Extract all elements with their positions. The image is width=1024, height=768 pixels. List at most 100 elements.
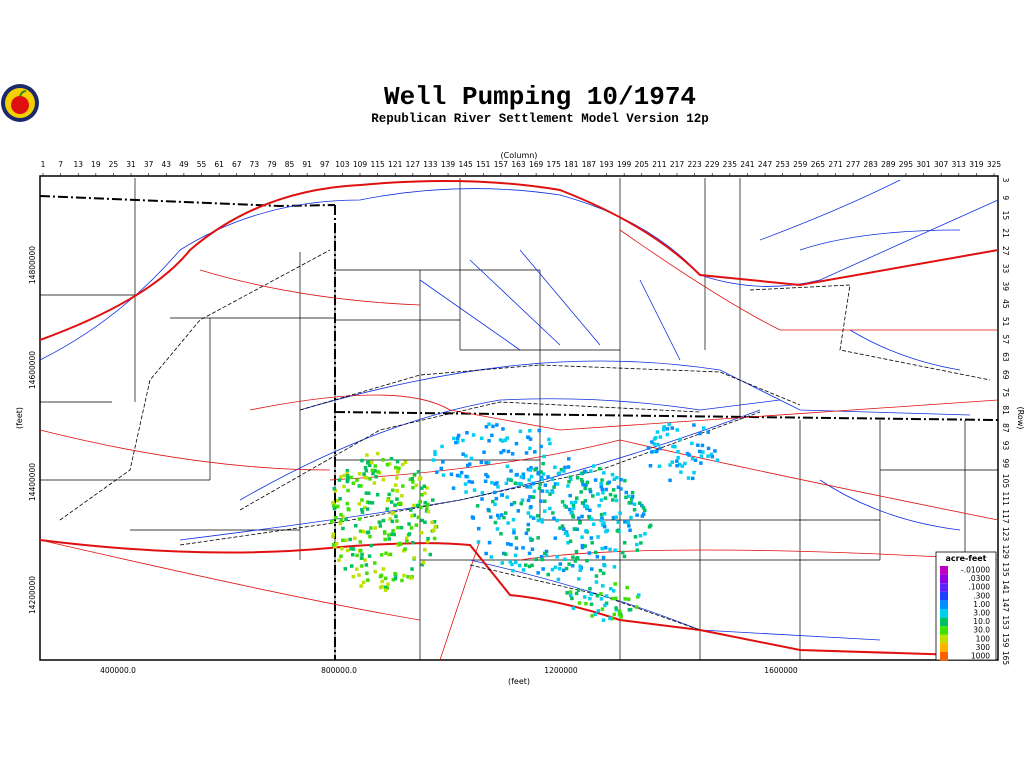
well-cell <box>540 489 545 493</box>
row-tick-label: 123 <box>1001 527 1010 542</box>
column-tick-label: 115 <box>370 160 385 169</box>
well-cell <box>592 522 596 526</box>
column-tick-label: 211 <box>652 160 667 169</box>
well-cell <box>386 498 390 503</box>
legend-label: .300 <box>973 591 990 600</box>
well-cell <box>359 584 363 588</box>
well-cell <box>349 475 353 480</box>
well-cell <box>428 552 432 557</box>
row-tick-label: 9 <box>1001 195 1010 200</box>
well-cell <box>416 515 421 520</box>
well-cell <box>555 555 559 559</box>
well-cell <box>355 567 359 571</box>
well-cell <box>621 550 625 555</box>
well-cell <box>381 477 385 482</box>
well-cell <box>594 550 598 555</box>
well-cell <box>562 527 566 531</box>
column-tick-label: 283 <box>864 160 879 169</box>
well-cell <box>558 562 562 566</box>
well-cell <box>529 466 533 470</box>
well-cell <box>365 453 369 457</box>
well-cell <box>372 481 377 485</box>
well-cell <box>521 546 525 550</box>
well-cell <box>486 508 491 512</box>
well-cell <box>513 481 518 485</box>
well-cell <box>552 516 556 520</box>
well-cell <box>580 471 585 475</box>
well-cell <box>333 488 338 493</box>
well-cell <box>589 536 594 540</box>
row-tick-label: 165 <box>1001 651 1010 666</box>
well-cell <box>410 514 414 518</box>
well-cell <box>656 442 660 447</box>
well-cell <box>530 563 534 568</box>
well-cell <box>506 449 511 454</box>
well-cell <box>578 564 582 568</box>
well-cell <box>665 432 670 437</box>
well-cell <box>571 515 575 519</box>
legend-swatch <box>940 626 948 635</box>
column-tick-label: 31 <box>126 160 136 169</box>
well-cell <box>414 483 419 487</box>
well-cell <box>492 490 497 495</box>
well-cell <box>333 545 337 549</box>
well-cell <box>432 536 437 541</box>
column-tick-label: 199 <box>617 160 632 169</box>
legend-label: 100 <box>976 634 991 643</box>
well-cell <box>499 532 503 536</box>
x-label: 800000.0 <box>321 666 357 675</box>
well-cell <box>610 617 614 621</box>
well-cell <box>490 480 494 485</box>
well-cell <box>529 505 533 509</box>
well-cell <box>431 498 435 502</box>
well-cell <box>363 505 367 510</box>
well-cell <box>619 615 623 619</box>
legend-title: acre-feet <box>946 554 987 563</box>
well-cell <box>470 515 475 519</box>
column-tick-label: 85 <box>285 160 295 169</box>
row-tick-label: 135 <box>1001 562 1010 577</box>
well-cell <box>617 609 622 613</box>
well-cell <box>563 531 568 536</box>
column-tick-label: 133 <box>423 160 438 169</box>
well-cell <box>646 446 651 450</box>
well-cell <box>363 558 367 562</box>
well-cell <box>536 518 541 523</box>
well-cell <box>698 449 702 454</box>
well-cell <box>407 532 412 536</box>
well-cell <box>612 589 616 593</box>
well-cell <box>364 563 369 567</box>
well-cell <box>546 572 550 577</box>
well-cell <box>638 534 643 538</box>
well-cell <box>365 507 370 511</box>
well-cell <box>451 486 456 490</box>
well-cell <box>376 451 380 456</box>
well-cell <box>670 460 674 464</box>
well-cell <box>331 503 336 508</box>
well-cell <box>463 482 468 486</box>
well-cell <box>668 463 672 467</box>
well-cell <box>514 441 519 446</box>
well-cell <box>584 601 588 606</box>
well-cell <box>590 567 594 571</box>
well-cell <box>600 607 605 611</box>
well-cell <box>692 423 696 427</box>
well-cell <box>493 502 497 507</box>
well-cell <box>505 464 510 469</box>
well-cell <box>505 436 509 440</box>
well-cell <box>579 490 583 494</box>
well-cell <box>373 561 377 565</box>
well-cell <box>562 469 566 473</box>
well-cell <box>490 433 494 438</box>
well-cell <box>698 431 702 436</box>
well-cell <box>509 478 513 483</box>
well-cell <box>550 490 555 494</box>
well-cell <box>573 527 577 531</box>
well-cell <box>579 478 584 482</box>
well-cell <box>541 461 545 466</box>
well-cell <box>420 486 424 490</box>
well-cell <box>601 491 605 495</box>
well-cell <box>614 498 619 503</box>
well-cell <box>568 493 572 498</box>
well-cell <box>616 485 621 489</box>
